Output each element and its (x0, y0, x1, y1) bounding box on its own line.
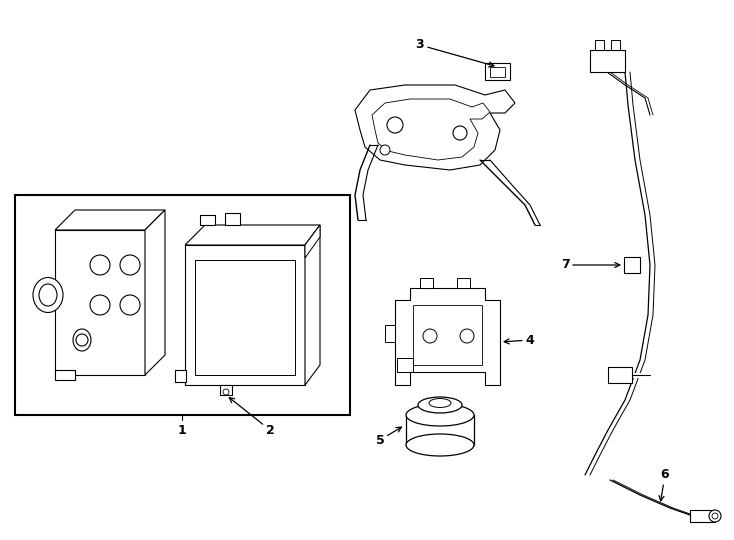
Polygon shape (305, 225, 320, 258)
Polygon shape (225, 213, 240, 225)
Polygon shape (55, 210, 165, 230)
Circle shape (120, 255, 140, 275)
Text: 6: 6 (659, 469, 669, 501)
Circle shape (453, 126, 467, 140)
Polygon shape (185, 245, 305, 385)
Ellipse shape (418, 397, 462, 413)
Ellipse shape (33, 278, 63, 313)
Ellipse shape (406, 404, 474, 426)
Circle shape (223, 389, 229, 395)
Ellipse shape (73, 329, 91, 351)
Text: 4: 4 (504, 334, 534, 347)
Circle shape (423, 329, 437, 343)
Polygon shape (485, 63, 510, 80)
Polygon shape (200, 215, 215, 225)
Bar (15, 195, 350, 415)
Polygon shape (595, 40, 604, 50)
Polygon shape (175, 370, 186, 382)
Polygon shape (305, 225, 320, 385)
Text: 5: 5 (376, 427, 401, 447)
Circle shape (120, 295, 140, 315)
Ellipse shape (39, 284, 57, 306)
Polygon shape (457, 278, 470, 288)
Polygon shape (395, 288, 500, 385)
Polygon shape (55, 370, 75, 380)
Text: 3: 3 (415, 38, 494, 67)
Polygon shape (608, 367, 632, 383)
Polygon shape (55, 230, 145, 375)
Polygon shape (490, 67, 505, 77)
Ellipse shape (712, 513, 718, 519)
Polygon shape (355, 85, 515, 170)
Polygon shape (420, 278, 433, 288)
Polygon shape (145, 210, 165, 375)
Ellipse shape (406, 434, 474, 456)
Text: 7: 7 (561, 259, 619, 272)
Polygon shape (385, 325, 395, 342)
Polygon shape (185, 225, 320, 245)
Text: 1: 1 (178, 423, 186, 436)
Circle shape (76, 334, 88, 346)
Circle shape (90, 255, 110, 275)
Circle shape (460, 329, 474, 343)
Polygon shape (372, 99, 490, 160)
Polygon shape (590, 50, 625, 72)
Circle shape (380, 145, 390, 155)
Circle shape (387, 117, 403, 133)
Polygon shape (220, 385, 232, 395)
Ellipse shape (429, 399, 451, 408)
Text: 2: 2 (229, 397, 275, 436)
Polygon shape (690, 510, 715, 522)
Polygon shape (624, 257, 640, 273)
Polygon shape (611, 40, 620, 50)
Ellipse shape (709, 510, 721, 522)
Polygon shape (195, 260, 295, 375)
Circle shape (90, 295, 110, 315)
Polygon shape (413, 305, 482, 365)
Polygon shape (397, 358, 413, 372)
